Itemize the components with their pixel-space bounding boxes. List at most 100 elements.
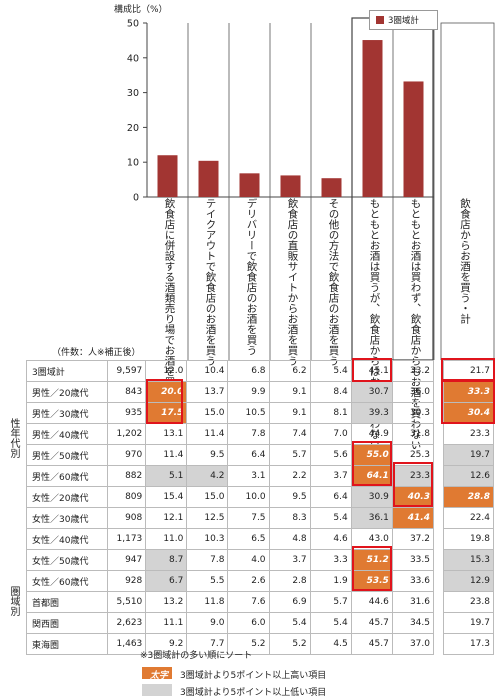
row-count: 908 (107, 507, 147, 529)
row-label: 女性／20歳代 (25, 486, 109, 508)
table-row: 3圏域計 9,597 12.0 10.4 6.8 6.2 5.4 45.1 33.2 (25, 360, 435, 382)
table-cell: 4.8 (268, 528, 311, 550)
row-label: 男性／50歳代 (25, 444, 109, 466)
row-count: 809 (107, 486, 147, 508)
table-cell: 8.3 (268, 507, 311, 529)
table-cell: 9.9 (227, 381, 270, 403)
table-cell: 43.0 (350, 528, 393, 550)
table-cell: 10.4 (186, 360, 229, 382)
data-table: 3圏域計 9,597 12.0 10.4 6.8 6.2 5.4 45.1 33.2 男性／20歳… (25, 360, 435, 655)
table-cell: 34.5 (391, 612, 435, 634)
total-row: 15.3 (443, 549, 494, 571)
table-cell: 20.0 (145, 381, 188, 403)
table-cell: 11.0 (145, 528, 188, 550)
table-cell: 13.7 (186, 381, 229, 403)
total-cell: 15.3 (443, 549, 494, 571)
table-cell: 45.1 (350, 360, 393, 382)
table-cell: 31.6 (391, 591, 435, 613)
group-label-gender-age: 性年代別 (8, 418, 19, 458)
table-cell: 6.8 (227, 360, 270, 382)
table-cell: 36.0 (391, 381, 435, 403)
total-cell: 12.9 (443, 570, 494, 592)
total-cell: 23.8 (443, 591, 494, 613)
table-cell: 5.2 (227, 633, 270, 655)
table-cell: 45.7 (350, 633, 393, 655)
table-cell: 15.0 (186, 402, 229, 424)
row-label: 首都圏 (25, 591, 109, 613)
bar (157, 155, 178, 197)
table-row: 女性／30歳代 908 12.1 12.5 7.5 8.3 5.4 36.1 41.4 (25, 507, 435, 529)
total-cell: 21.7 (443, 360, 494, 382)
row-count: 935 (107, 402, 147, 424)
table-cell: 10.5 (227, 402, 270, 424)
chart-legend: 3圏域計 (369, 10, 438, 30)
row-count: 843 (107, 381, 147, 403)
total-cell: 30.4 (443, 402, 494, 424)
sort-note: ※3圏域計の多い順にソート (140, 651, 253, 661)
row-count: 1,463 (107, 633, 147, 655)
row-count: 1,173 (107, 528, 147, 550)
table-cell: 37.0 (391, 633, 435, 655)
row-count: 970 (107, 444, 147, 466)
legend-label: 3圏域計 (388, 16, 419, 26)
table-cell: 5.1 (145, 465, 188, 487)
row-count: 1,202 (107, 423, 147, 445)
category-label: 飲食店に併設する酒類売り場でお酒を買う (163, 198, 176, 398)
table-cell: 9.0 (186, 612, 229, 634)
row-count: 928 (107, 570, 147, 592)
side-column-frame (440, 22, 495, 360)
table-cell: 5.4 (268, 612, 311, 634)
total-cell: 17.3 (443, 633, 494, 655)
table-cell: 7.4 (268, 423, 311, 445)
table-cell: 1.9 (309, 570, 352, 592)
table-cell: 11.4 (186, 423, 229, 445)
table-cell: 8.4 (309, 381, 352, 403)
table-cell: 33.5 (391, 549, 435, 571)
table-cell: 4.5 (309, 633, 352, 655)
table-cell: 10.0 (227, 486, 270, 508)
y-tick-label: 50 (127, 19, 139, 30)
table-cell: 45.7 (350, 612, 393, 634)
category-label: デリバリーで飲食店のお酒を買う (245, 198, 258, 356)
table-cell: 23.3 (391, 465, 435, 487)
table-cell: 13.1 (145, 423, 188, 445)
table-cell: 2.8 (268, 570, 311, 592)
table-cell: 2.2 (268, 465, 311, 487)
total-cell: 19.7 (443, 444, 494, 466)
side-category-label: 飲食店からお酒を買う・計 (459, 198, 471, 324)
bar-chart: 0 10 20 30 40 50 (127, 17, 495, 360)
y-tick-label: 10 (127, 158, 139, 169)
row-label: 東海圏 (25, 633, 109, 655)
table-cell: 5.4 (309, 612, 352, 634)
table-cell: 7.6 (227, 591, 270, 613)
table-cell: 5.7 (309, 591, 352, 613)
table-cell: 55.0 (350, 444, 393, 466)
table-cell: 3.3 (309, 549, 352, 571)
table-cell: 9.5 (186, 444, 229, 466)
row-label: 女性／50歳代 (25, 549, 109, 571)
table-row: 関西圏 2,623 11.1 9.0 6.0 5.4 5.4 45.7 34.5 (25, 612, 435, 634)
total-row: 22.4 (443, 507, 494, 529)
table-cell: 6.5 (227, 528, 270, 550)
row-label: 女性／60歳代 (25, 570, 109, 592)
group-label-region: 圏域別 (8, 586, 19, 616)
table-cell: 12.5 (186, 507, 229, 529)
table-cell: 9.5 (268, 486, 311, 508)
table-cell: 6.9 (268, 591, 311, 613)
table-cell: 31.8 (391, 423, 435, 445)
table-cell: 8.7 (145, 549, 188, 571)
table-row: 首都圏 5,510 13.2 11.8 7.6 6.9 5.7 44.6 31.6 (25, 591, 435, 613)
total-row: 19.7 (443, 444, 494, 466)
total-row: 33.3 (443, 381, 494, 403)
category-label: テイクアウトで飲食店のお酒を買う (204, 198, 217, 366)
bar (280, 175, 301, 197)
table-row: 男性／50歳代 970 11.4 9.5 6.4 5.7 5.6 55.0 25.3 (25, 444, 435, 466)
table-cell: 11.8 (186, 591, 229, 613)
table-cell: 4.0 (227, 549, 270, 571)
total-row: 21.7 (443, 360, 494, 382)
table-cell: 44.6 (350, 591, 393, 613)
table-cell: 6.4 (227, 444, 270, 466)
y-tick-label: 30 (127, 88, 139, 99)
row-label: 関西圏 (25, 612, 109, 634)
table-cell: 9.1 (268, 381, 311, 403)
